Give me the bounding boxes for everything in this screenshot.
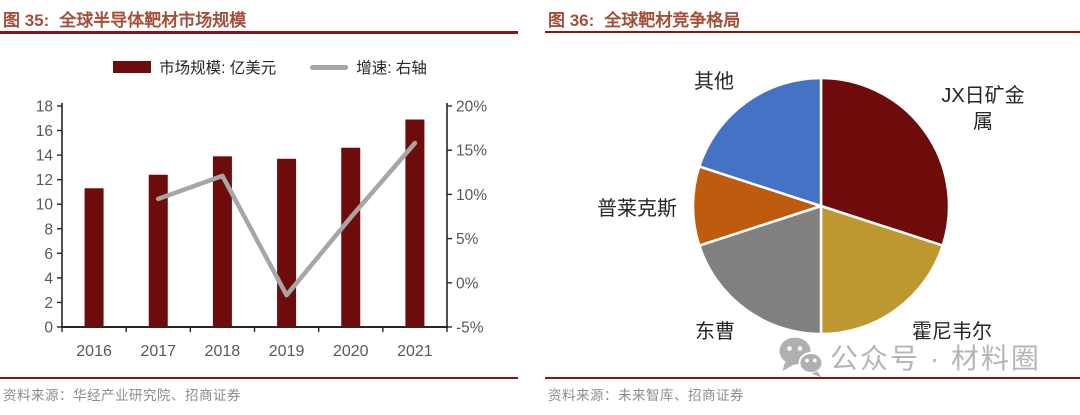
pie-label-普莱克斯: 普莱克斯: [597, 197, 677, 220]
figure-35-title: 图 35: 全球半导体靶材市场规模: [3, 6, 246, 31]
left-axis-tick-label: 8: [44, 221, 53, 238]
left-axis-tick-label: 16: [36, 123, 53, 140]
bar-2020: [341, 147, 361, 327]
x-axis-label-2017: 2017: [140, 343, 176, 360]
bar-2016: [84, 188, 104, 327]
figure-36-title: 图 36: 全球靶材竞争格局: [548, 6, 740, 31]
bar-2021: [405, 119, 425, 327]
right-axis-tick-label: 15%: [456, 143, 487, 160]
figure-35-prefix: 图 35:: [3, 11, 50, 30]
left-axis-tick-label: 10: [36, 197, 54, 214]
right-axis-tick-label: 5%: [456, 231, 479, 248]
bar-swatch-icon: [113, 61, 152, 73]
pie-slice-东曹: [698, 204, 823, 336]
figure-35-title-underline: [0, 31, 518, 34]
watermark-text: 公众号 · 材料圈: [830, 343, 1041, 374]
wechat-watermark: 公众号 · 材料圈: [778, 336, 1041, 378]
pie-label-JX日矿金属: JX日矿金属: [941, 84, 1024, 133]
right-axis-tick-label: 20%: [456, 99, 487, 116]
legend-item-growth: 增速: 右轴: [310, 56, 427, 78]
figure-35-source: 资料来源：华经产业研究院、招商证券: [0, 377, 518, 404]
figure-35-source-text: 资料来源：华经产业研究院、招商证券: [3, 388, 241, 403]
x-axis-label-2019: 2019: [269, 343, 305, 360]
pie-label-东曹: 东曹: [695, 320, 735, 343]
wechat-icon: [779, 337, 824, 378]
pie-slice-JX日矿金属: [819, 76, 951, 247]
legend-label-market-size: 市场规模: 亿美元: [159, 60, 277, 77]
legend-item-market-size: 市场规模: 亿美元: [113, 56, 276, 78]
left-axis-tick-label: 18: [36, 99, 53, 116]
x-axis-label-2020: 2020: [333, 343, 369, 360]
bar-2018: [212, 156, 232, 327]
market-size-bar-line-chart: 0 2 4 6 8 10 12 14 16 18 -5% 0% 5% 10% 15% 20% 2016 2017 2…: [36, 99, 487, 361]
left-axis-tick-label: 2: [44, 295, 53, 312]
figure-35-name: 全球半导体靶材市场规模: [59, 11, 247, 30]
x-axis-label-2016: 2016: [76, 343, 112, 360]
left-axis-tick-label: 14: [36, 148, 54, 165]
left-axis-tick-label: 12: [36, 172, 53, 189]
pie-label-霍尼韦尔: 霍尼韦尔: [912, 320, 992, 343]
left-axis-tick-label: 0: [44, 320, 53, 337]
left-axis-tick-label: 4: [44, 270, 53, 287]
right-axis-tick-label: -5%: [456, 320, 484, 337]
line-swatch-icon: [310, 64, 349, 70]
x-axis-label-2021: 2021: [397, 343, 433, 360]
x-axis-label-2018: 2018: [205, 343, 241, 360]
legend-label-growth: 增速: 右轴: [356, 60, 427, 77]
chart-legend: 市场规模: 亿美元 增速: 右轴: [0, 56, 540, 78]
pie-slice-霍尼韦尔: [819, 204, 944, 336]
bar-2019: [277, 158, 297, 327]
growth-rate-line: [156, 140, 418, 298]
pie-label-其他: 其他: [694, 70, 734, 93]
figure-36-title-underline: [545, 31, 1080, 33]
pie-slice-其他: [698, 76, 823, 208]
figure-36-prefix: 图 36:: [548, 11, 595, 30]
bar-2017: [148, 174, 168, 327]
pie-slice-普莱克斯: [691, 165, 823, 247]
right-axis-tick-label: 0%: [456, 275, 479, 292]
figure-36-name: 全球靶材竞争格局: [604, 11, 741, 30]
left-axis-tick-label: 6: [44, 246, 53, 263]
figure-36-source-text: 资料来源：未来智库、招商证券: [548, 388, 744, 403]
right-axis-tick-label: 10%: [456, 187, 487, 204]
figure-36-source: 资料来源：未来智库、招商证券: [545, 377, 1080, 404]
